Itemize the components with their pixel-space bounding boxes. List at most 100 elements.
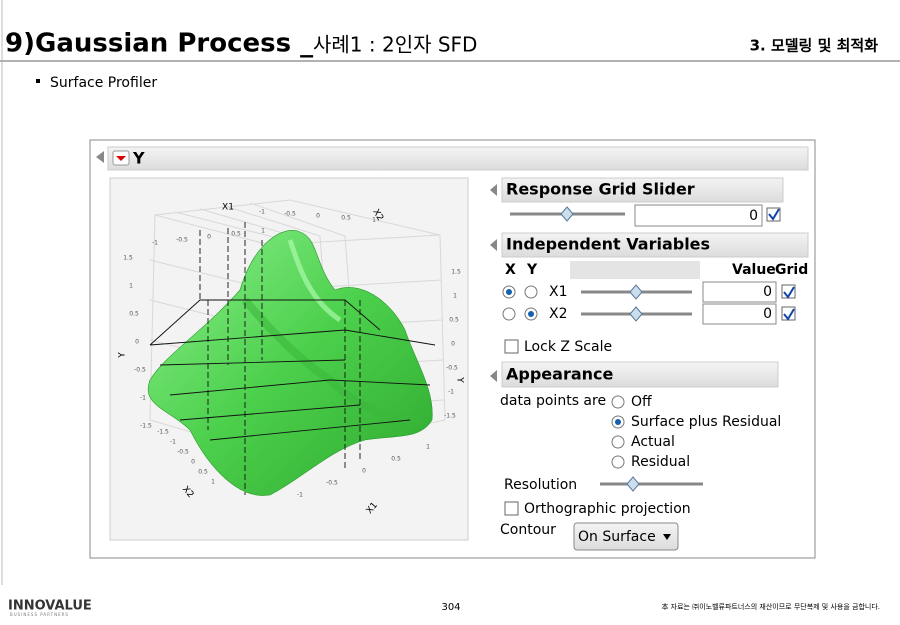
notice: 本 자료는 ㈜이노벨류파트너스의 재산이므로 무단복제 및 사용을 금합니다. — [661, 602, 880, 611]
window-titlebar — [107, 146, 809, 171]
option-label: Actual — [631, 434, 675, 450]
checkbox[interactable] — [504, 339, 519, 354]
section: 3. 모델링 및 최적화 — [750, 37, 879, 55]
value-box[interactable] — [702, 281, 777, 303]
section-bar — [501, 361, 779, 388]
dropdown-arrow — [663, 534, 671, 540]
option-label: Residual — [631, 454, 690, 470]
disclosure[interactable] — [490, 239, 497, 251]
logo-sub: BUSINESS PARTNERS — [10, 612, 69, 617]
surface-highlight — [287, 239, 342, 323]
slider-thumb[interactable] — [560, 206, 574, 222]
label: data points are — [500, 393, 606, 409]
tick-label: 0.5 — [391, 456, 401, 463]
radio[interactable] — [611, 455, 625, 469]
surface — [147, 230, 433, 496]
page-number: 304 — [441, 602, 460, 613]
axis-label: Y — [455, 376, 465, 383]
check — [783, 286, 795, 299]
tick-label: 0 — [207, 234, 211, 241]
bullet-mark — [36, 79, 40, 83]
check — [783, 308, 795, 321]
radio[interactable] — [611, 435, 625, 449]
tick-label: 0 — [316, 213, 320, 220]
tick-label: -0.5 — [284, 211, 296, 218]
tick-label: 1.5 — [123, 255, 133, 262]
tick-label: -1.5 — [140, 423, 152, 430]
tick-label: 1 — [129, 283, 133, 290]
column-header: Y — [526, 262, 538, 278]
tick-label: 0 — [362, 468, 366, 475]
disclosure[interactable] — [490, 184, 497, 196]
subtitle: 사례1 : 2인자 SFD — [313, 33, 477, 57]
tick-label: 1 — [453, 293, 457, 300]
radio[interactable] — [502, 307, 516, 321]
checkbox[interactable] — [504, 501, 519, 516]
slider-thumb[interactable] — [629, 284, 643, 300]
column-header: Value — [732, 262, 776, 278]
tick-label: 0.5 — [129, 311, 139, 318]
section-bar — [501, 177, 784, 203]
radio-dot — [506, 289, 512, 295]
value: 0 — [763, 284, 772, 300]
tick-label: 0.5 — [198, 469, 208, 476]
tick-label: 1 — [426, 444, 430, 451]
menu-arrow — [116, 156, 126, 161]
dropdown[interactable] — [573, 522, 679, 551]
tick-label: -0.5 — [446, 365, 458, 372]
value: 0 — [763, 306, 772, 322]
options: Off Surface plus Residual Actual Residual — [611, 394, 781, 470]
tick-label: 1.5 — [451, 269, 461, 276]
tick-label: -1 — [170, 439, 176, 446]
window-title: Y — [132, 149, 145, 168]
section-title: Response Grid Slider — [506, 180, 695, 199]
value-box[interactable] — [702, 303, 777, 325]
tick-label: -1 — [152, 240, 158, 247]
label: Orthographic projection — [524, 501, 691, 517]
tick-label: 1 — [261, 228, 265, 235]
label: Resolution — [504, 477, 577, 493]
tick-label: -0.5 — [176, 237, 188, 244]
slider-thumb[interactable] — [629, 306, 643, 322]
slice-grid — [149, 222, 436, 495]
radio-dot — [528, 311, 534, 317]
radio[interactable] — [524, 285, 538, 299]
section-title: Independent Variables — [506, 235, 710, 254]
tick-label: -1 — [140, 395, 146, 402]
option-label: Surface plus Residual — [631, 414, 781, 430]
tick-label: 0.5 — [231, 231, 241, 238]
section-title: Appearance — [506, 365, 614, 384]
section-bar — [501, 232, 809, 258]
axis-label: X1 — [222, 203, 234, 213]
tick-label: -0.5 — [326, 480, 338, 487]
header-fill — [570, 261, 700, 279]
radio[interactable] — [611, 395, 625, 409]
tick-label: 1 — [372, 217, 376, 224]
disclosure[interactable] — [490, 370, 497, 382]
column-header: X — [505, 262, 516, 278]
value-box[interactable] — [634, 204, 763, 227]
tick-label: 0 — [451, 341, 455, 348]
slider-thumb[interactable] — [626, 476, 640, 492]
dropdown-value: On Surface — [578, 529, 656, 545]
value: 0 — [749, 208, 758, 224]
tick-label: 0.5 — [341, 215, 351, 222]
variable-name: X1 — [549, 284, 568, 300]
tick-label: -1.5 — [444, 413, 456, 420]
variable-name: X2 — [549, 306, 568, 322]
option-label: Off — [631, 394, 652, 410]
axis-label: Y — [118, 352, 128, 359]
title: 9)Gaussian Process _ — [5, 29, 313, 59]
check — [768, 208, 780, 221]
variable-rows: X1 0 X2 0 — [502, 281, 796, 325]
tick-label: 0 — [191, 459, 195, 466]
tick-label: -1 — [259, 209, 265, 216]
disclosure[interactable] — [96, 151, 104, 163]
tick-label: 0 — [135, 339, 139, 346]
tick-label: -1.5 — [157, 429, 169, 436]
tick-label: 1 — [211, 479, 215, 486]
lock-z: Lock Z Scale — [524, 339, 612, 355]
tick-label: -1 — [448, 389, 454, 396]
